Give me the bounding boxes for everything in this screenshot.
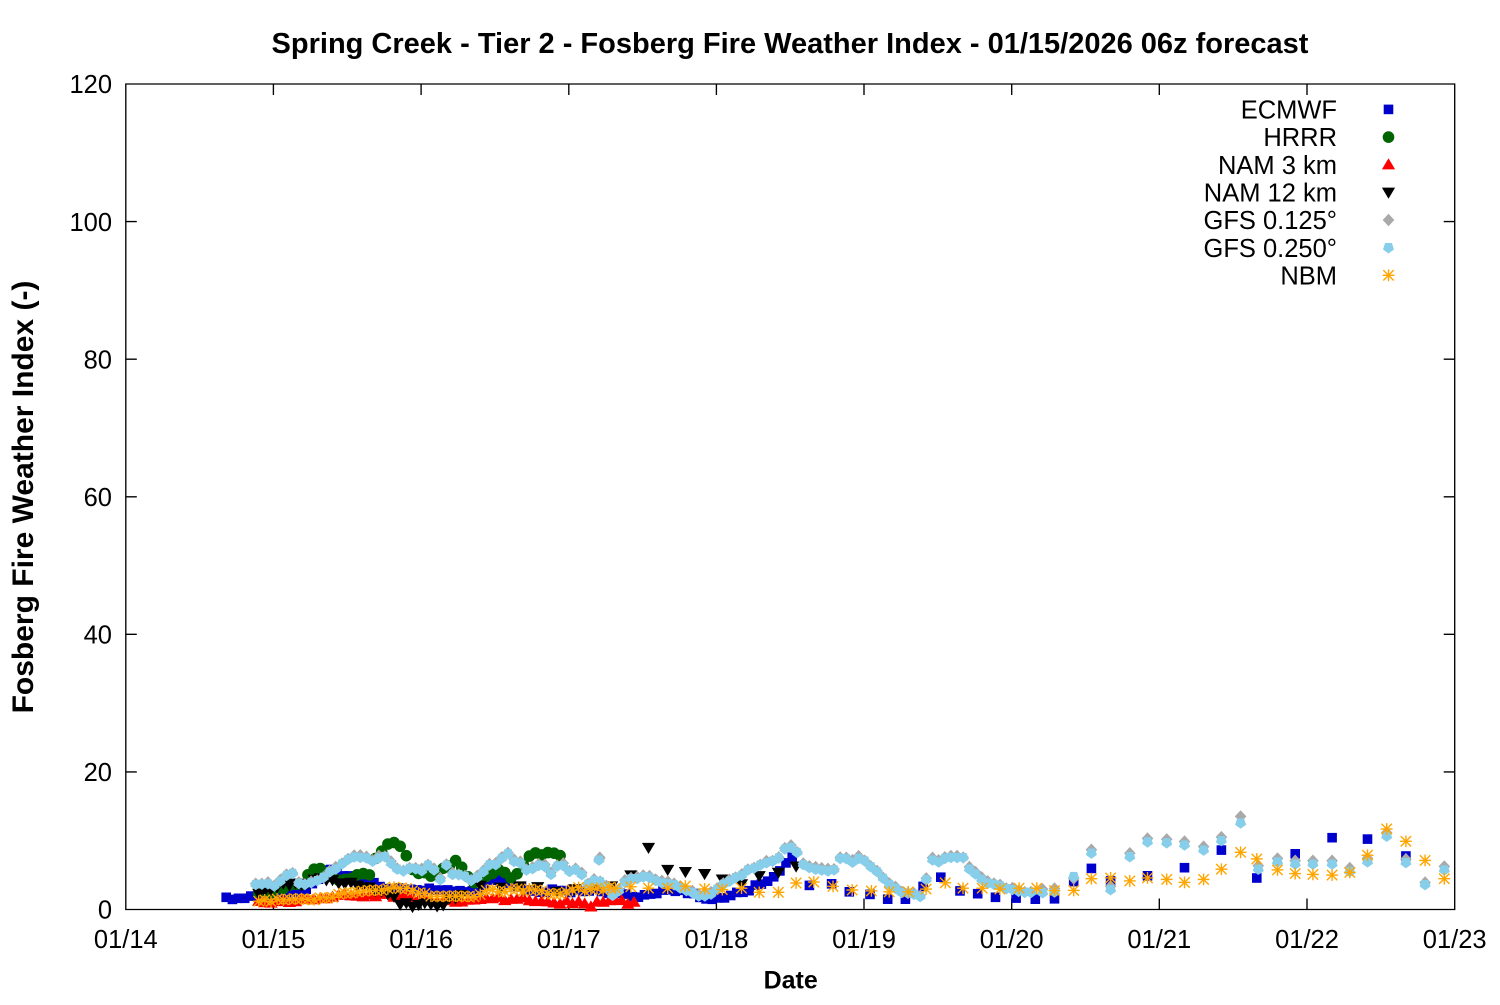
svg-text:01/16: 01/16 [389,926,453,954]
svg-text:01/22: 01/22 [1275,926,1339,954]
svg-text:01/14: 01/14 [94,926,158,954]
svg-text:40: 40 [84,622,112,650]
svg-text:01/20: 01/20 [980,926,1044,954]
svg-text:01/21: 01/21 [1127,926,1191,954]
svg-text:01/15: 01/15 [241,926,305,954]
svg-text:100: 100 [69,209,112,237]
svg-text:NAM 3 km: NAM 3 km [1218,152,1337,180]
svg-text:80: 80 [84,346,112,374]
svg-text:0: 0 [98,897,112,925]
svg-text:01/23: 01/23 [1423,926,1487,954]
svg-text:GFS 0.250°: GFS 0.250° [1203,235,1337,263]
svg-text:ECMWF: ECMWF [1241,97,1337,125]
svg-text:120: 120 [69,71,112,99]
svg-text:NAM 12 km: NAM 12 km [1204,180,1337,208]
svg-text:Spring Creek - Tier 2 - Fosber: Spring Creek - Tier 2 - Fosberg Fire Wea… [272,28,1309,60]
svg-text:20: 20 [84,759,112,787]
svg-text:HRRR: HRRR [1263,124,1337,152]
svg-text:Fosberg Fire Weather Index (-): Fosberg Fire Weather Index (-) [7,281,40,714]
svg-text:Date: Date [764,967,818,995]
svg-text:01/17: 01/17 [537,926,601,954]
svg-text:NBM: NBM [1280,263,1337,291]
svg-text:01/19: 01/19 [832,926,896,954]
svg-text:60: 60 [84,484,112,512]
svg-text:GFS 0.125°: GFS 0.125° [1203,207,1337,235]
svg-text:01/18: 01/18 [684,926,748,954]
